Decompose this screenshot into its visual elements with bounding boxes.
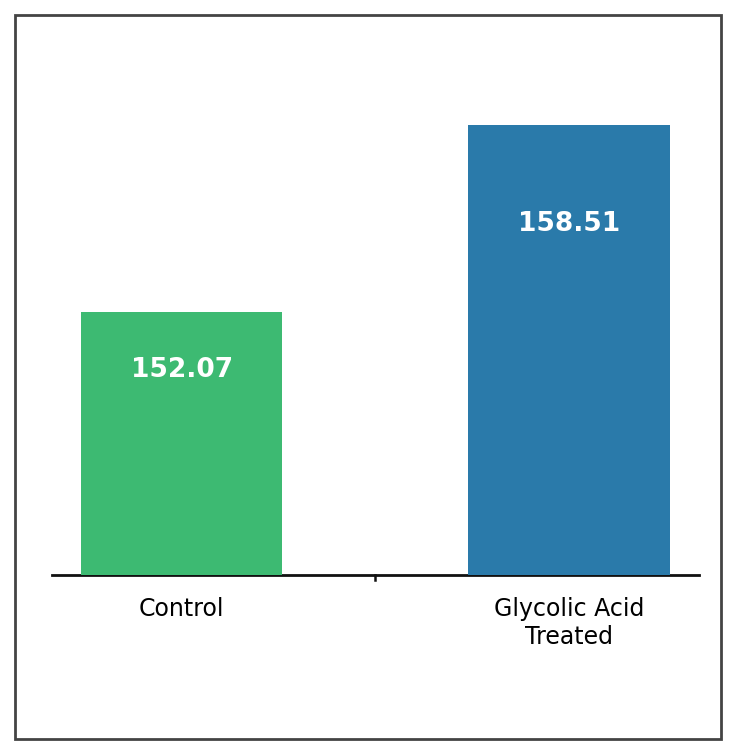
Text: 152.07: 152.07	[131, 357, 233, 382]
Bar	[81, 311, 283, 575]
Bar	[468, 124, 670, 575]
Text: 158.51: 158.51	[517, 210, 620, 237]
